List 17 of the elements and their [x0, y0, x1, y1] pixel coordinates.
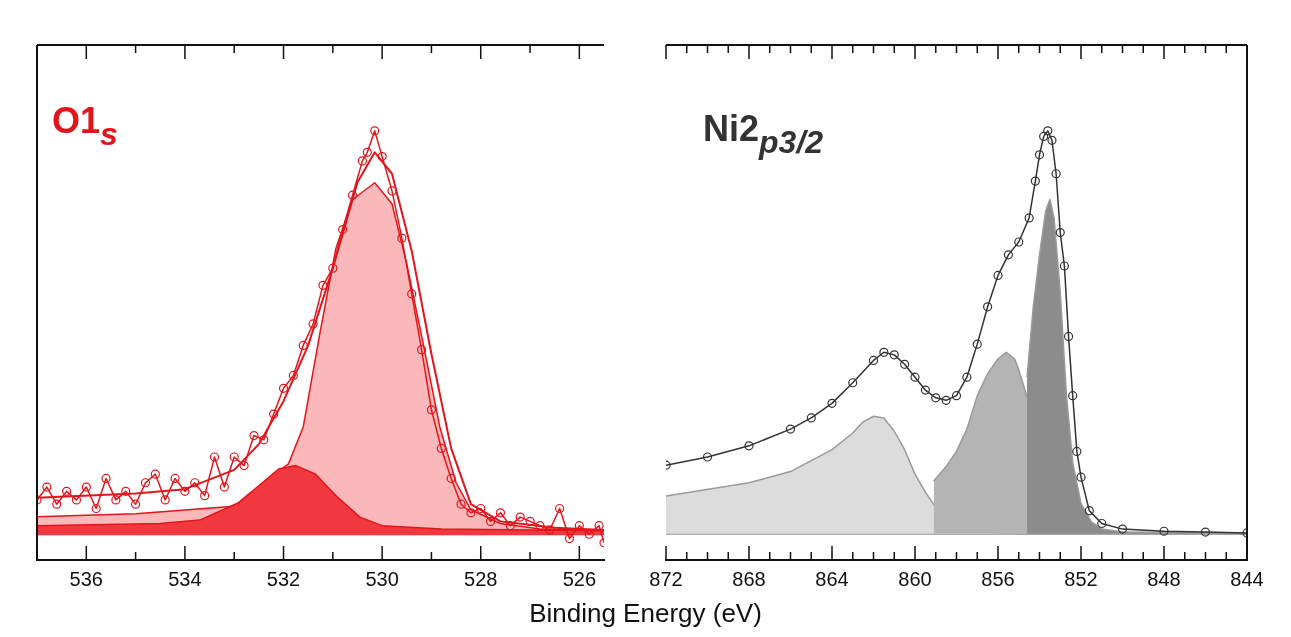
x-tick-label: 868	[732, 567, 766, 590]
x-tick-label: 848	[1147, 567, 1181, 590]
chart-title: Ni2$_{p3/2}$	[703, 108, 824, 161]
x-tick-label: 864	[815, 567, 849, 590]
x-tick-label: 528	[464, 567, 498, 590]
x-tick-label: 526	[562, 567, 597, 590]
x-tick-label: 860	[898, 567, 932, 590]
x-axis-title: Binding Energy (eV)	[528, 598, 763, 629]
x-tick-label: 872	[649, 567, 683, 590]
x-tick-label: 532	[266, 567, 301, 590]
x-tick-label: 856	[981, 567, 1015, 590]
x-tick-label: 534	[168, 567, 202, 590]
x-tick-label: 536	[69, 567, 103, 590]
x-tick-label: 844	[1230, 567, 1264, 590]
x-tick-label: 852	[1064, 567, 1098, 590]
x-tick-label: 530	[365, 567, 399, 590]
chart-title: O1$_{s}$	[52, 100, 118, 153]
